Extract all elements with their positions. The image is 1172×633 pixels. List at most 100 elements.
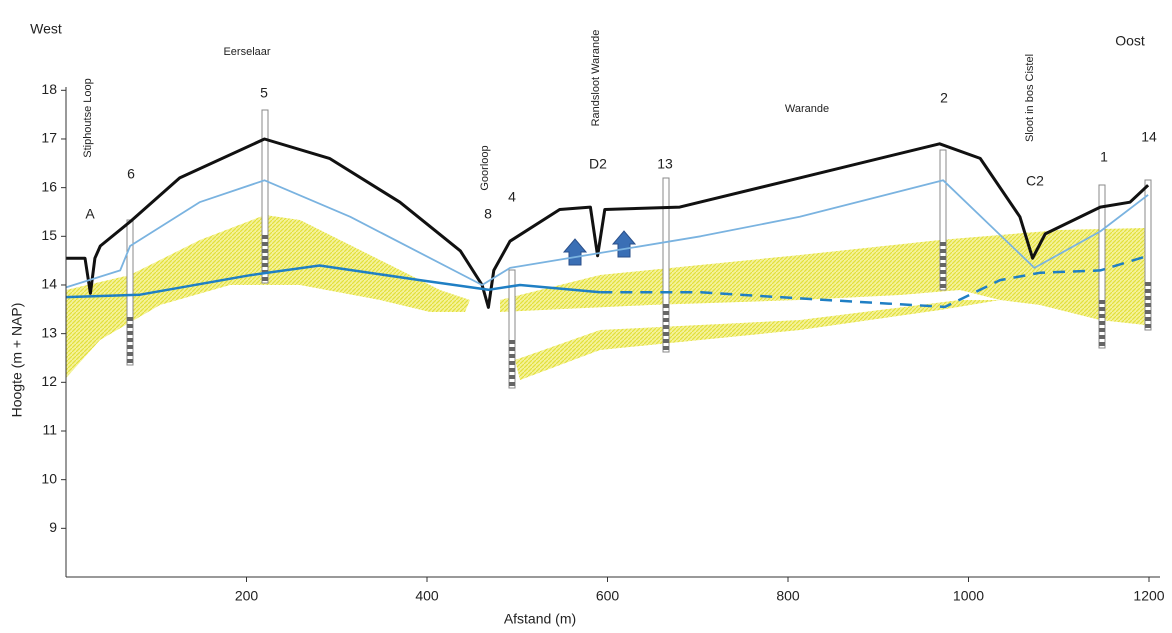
x-tick-label: 800 <box>776 588 800 604</box>
well-screen <box>1099 342 1105 346</box>
x-tick-label: 1000 <box>953 588 984 604</box>
well-screen <box>509 354 515 358</box>
well-screen <box>262 263 268 267</box>
annotation: 2 <box>940 90 948 106</box>
annotation: D2 <box>589 156 607 172</box>
annotation: 8 <box>484 206 492 222</box>
x-axis-label: Afstand (m) <box>504 611 576 627</box>
y-axis-label: Hoogte (m + NAP) <box>9 303 25 418</box>
annotation: Sloot in bos Cistel <box>1024 54 1036 142</box>
well-screen <box>940 242 946 246</box>
well-screen <box>1145 282 1151 286</box>
well-screen <box>663 325 669 329</box>
well-screen <box>509 382 515 386</box>
well-screen <box>940 270 946 274</box>
well <box>261 109 269 284</box>
well-screen <box>1145 289 1151 293</box>
well-screen <box>663 318 669 322</box>
y-tick-label: 17 <box>41 130 57 146</box>
well-screen <box>663 311 669 315</box>
well <box>939 149 947 291</box>
well-screen <box>940 277 946 281</box>
y-tick-label: 15 <box>41 227 57 243</box>
well-screen <box>509 361 515 365</box>
well-screen <box>663 304 669 308</box>
lines <box>65 137 1150 309</box>
y-tick-label: 9 <box>49 519 57 535</box>
annotation: 4 <box>508 189 516 205</box>
well-screen <box>509 347 515 351</box>
well-screen <box>262 235 268 239</box>
sand-layers <box>66 215 1145 380</box>
well-screen <box>127 359 133 363</box>
sand-layer <box>500 228 1145 325</box>
x-tick-label: 200 <box>235 588 259 604</box>
well-screen <box>262 256 268 260</box>
well <box>1144 179 1152 331</box>
well-screen <box>262 277 268 281</box>
well-screen <box>663 339 669 343</box>
well-screen <box>127 317 133 321</box>
annotation: Eerselaar <box>223 46 270 58</box>
well-screen <box>940 284 946 288</box>
well-screen <box>1099 321 1105 325</box>
well-screen <box>1099 328 1105 332</box>
well-screen <box>1145 324 1151 328</box>
well <box>508 269 516 389</box>
flow-arrow <box>611 230 637 258</box>
well <box>126 219 134 366</box>
annotation: West <box>30 21 62 37</box>
y-tick-label: 16 <box>41 178 57 194</box>
annotation: C2 <box>1026 173 1044 189</box>
well-screen <box>1145 317 1151 321</box>
annotation: 13 <box>657 156 673 172</box>
y-tick-label: 14 <box>41 276 57 292</box>
well-screen <box>1145 310 1151 314</box>
annotation: 5 <box>260 85 268 101</box>
well-screen <box>940 263 946 267</box>
well-screen <box>262 249 268 253</box>
well-screen <box>127 338 133 342</box>
x-tick-label: 600 <box>596 588 620 604</box>
annotation: Oost <box>1115 33 1145 49</box>
annotation: 14 <box>1141 129 1157 145</box>
annotation: 6 <box>127 166 135 182</box>
well-screen <box>509 340 515 344</box>
well-screen <box>663 346 669 350</box>
x-tick-label: 1200 <box>1133 588 1164 604</box>
well-screen <box>1099 300 1105 304</box>
sand-layer <box>66 215 470 378</box>
well <box>1098 184 1106 349</box>
annotation: Goorloop <box>479 145 491 190</box>
y-tick-label: 18 <box>41 81 57 97</box>
line-series <box>65 179 1149 289</box>
y-tick-label: 11 <box>42 422 57 438</box>
line-series <box>65 264 601 299</box>
well-screen <box>127 331 133 335</box>
sand-layer <box>515 300 1000 380</box>
line-series <box>600 254 1149 309</box>
annotation: Randsloot Warande <box>590 30 602 127</box>
x-tick-label: 400 <box>415 588 439 604</box>
well-screen <box>663 332 669 336</box>
well-screen <box>262 242 268 246</box>
well-screen <box>509 375 515 379</box>
well-screen <box>127 324 133 328</box>
well-screen <box>940 256 946 260</box>
well-screen <box>127 352 133 356</box>
well-screen <box>1099 307 1105 311</box>
y-tick-label: 13 <box>41 324 57 340</box>
well-screen <box>1145 303 1151 307</box>
well-screen <box>1145 296 1151 300</box>
line-series <box>66 137 1150 309</box>
y-tick-label: 12 <box>41 373 57 389</box>
wells <box>126 109 1152 389</box>
annotation: A <box>85 206 95 222</box>
well-screen <box>127 345 133 349</box>
annotation: Warande <box>785 103 829 115</box>
annotation: Stiphoutse Loop <box>82 78 94 158</box>
well-screen <box>1099 335 1105 339</box>
well-screen <box>940 249 946 253</box>
flow-arrow <box>562 238 588 266</box>
